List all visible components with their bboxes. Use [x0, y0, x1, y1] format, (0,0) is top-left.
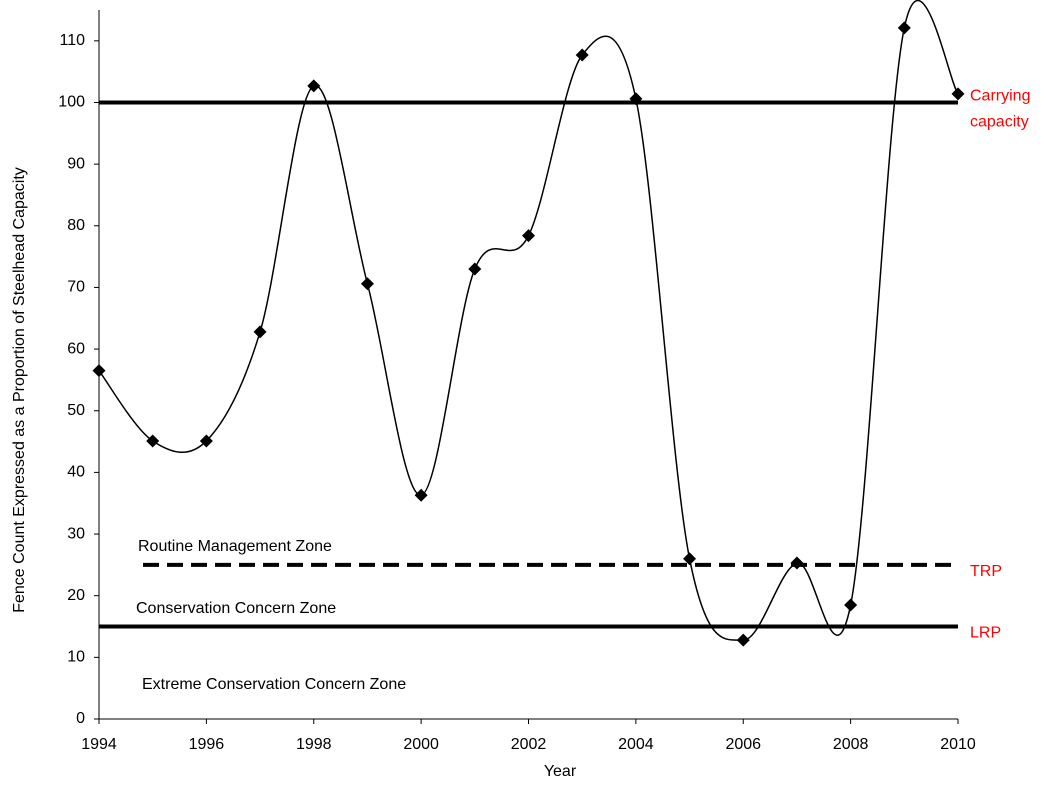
zone-label: Conservation Concern Zone [136, 600, 336, 617]
x-tick-label: 1996 [189, 736, 225, 753]
data-marker [951, 87, 965, 101]
data-marker [253, 325, 267, 339]
reference-label: LRP [970, 625, 1001, 642]
data-marker [575, 48, 589, 62]
y-tick-label: 30 [67, 525, 85, 542]
x-tick-label: 2002 [511, 736, 547, 753]
x-tick-label: 1998 [296, 736, 332, 753]
y-tick-label: 50 [67, 402, 85, 419]
data-marker [736, 633, 750, 647]
y-tick-label: 20 [67, 587, 85, 604]
x-axis-label: Year [544, 763, 577, 780]
reference-label: capacity [970, 114, 1029, 131]
data-marker [897, 21, 911, 35]
y-tick-label: 70 [67, 279, 85, 296]
y-tick-label: 40 [67, 464, 85, 481]
data-marker [199, 434, 213, 448]
data-marker [92, 364, 106, 378]
y-tick-label: 110 [59, 32, 85, 49]
data-marker [468, 262, 482, 276]
data-marker [844, 598, 858, 612]
data-marker [146, 434, 160, 448]
x-tick-label: 1994 [81, 736, 117, 753]
reference-label: Carrying [970, 88, 1030, 105]
data-marker [790, 556, 804, 570]
data-marker [629, 92, 643, 106]
data-marker [307, 79, 321, 93]
data-marker [414, 488, 428, 502]
x-tick-label: 2006 [725, 736, 761, 753]
y-tick-label: 90 [67, 155, 85, 172]
x-tick-label: 2004 [618, 736, 654, 753]
y-tick-label: 80 [67, 217, 85, 234]
data-marker [522, 229, 535, 243]
zone-label: Extreme Conservation Concern Zone [142, 676, 406, 693]
y-tick-label: 0 [76, 710, 85, 727]
zone-label: Routine Management Zone [138, 538, 332, 555]
y-tick-label: 100 [58, 94, 85, 111]
y-tick-label: 10 [67, 649, 85, 666]
y-tick-label: 60 [67, 340, 85, 357]
reference-label: TRP [970, 563, 1002, 580]
y-axis-label: Fence Count Expressed as a Proportion of… [11, 167, 28, 613]
x-tick-label: 2008 [833, 736, 869, 753]
data-marker [360, 277, 374, 291]
data-marker [683, 552, 697, 566]
x-tick-label: 2000 [403, 736, 439, 753]
x-tick-label: 2010 [940, 736, 976, 753]
